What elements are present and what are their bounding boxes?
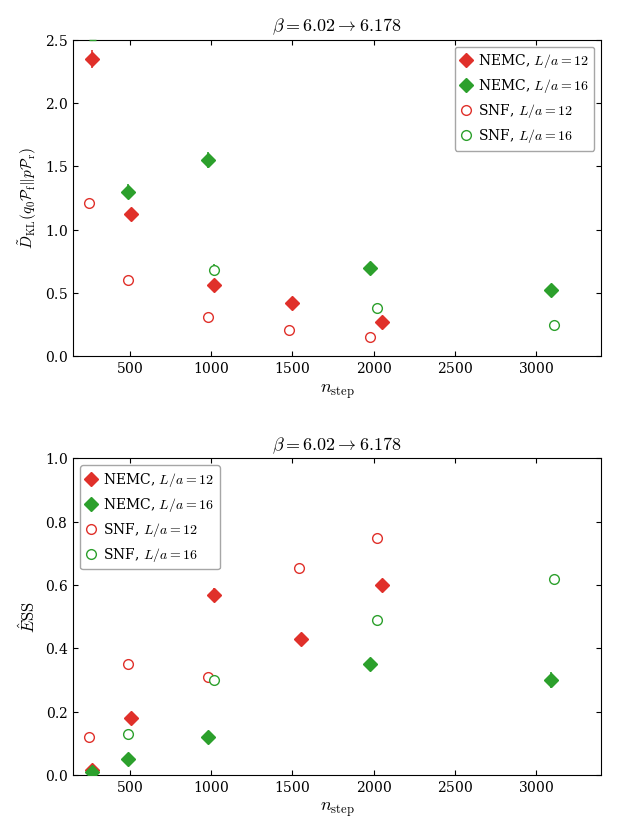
Line: NEMC, $L/a = 12$: NEMC, $L/a = 12$ xyxy=(88,580,387,775)
SNF, $L/a = 12$ xyxy=(124,275,132,285)
NEMC, $L/a = 12$ xyxy=(378,580,386,590)
NEMC, $L/a = 12$ xyxy=(378,317,386,327)
SNF, $L/a = 12$ xyxy=(286,324,293,334)
NEMC, $L/a = 16$ xyxy=(204,732,211,742)
NEMC, $L/a = 12$ xyxy=(297,634,304,644)
X-axis label: $n_{\mathrm{step}}$: $n_{\mathrm{step}}$ xyxy=(320,800,355,819)
SNF, $L/a = 12$ xyxy=(204,312,211,322)
NEMC, $L/a = 12$ xyxy=(128,713,135,723)
SNF, $L/a = 12$ xyxy=(373,533,381,543)
Legend: NEMC, $L/a = 12$, NEMC, $L/a = 16$, SNF, $L/a = 12$, SNF, $L/a = 16$: NEMC, $L/a = 12$, NEMC, $L/a = 16$, SNF,… xyxy=(455,47,595,150)
Title: $\beta = 6.02 \rightarrow 6.178$: $\beta = 6.02 \rightarrow 6.178$ xyxy=(273,17,402,37)
Title: $\beta = 6.02 \rightarrow 6.178$: $\beta = 6.02 \rightarrow 6.178$ xyxy=(273,436,402,456)
Line: NEMC, $L/a = 16$: NEMC, $L/a = 16$ xyxy=(124,660,556,764)
Line: SNF, $L/a = 16$: SNF, $L/a = 16$ xyxy=(124,573,559,739)
NEMC, $L/a = 16$ xyxy=(124,186,132,196)
NEMC, $L/a = 12$ xyxy=(211,280,218,290)
NEMC, $L/a = 16$ xyxy=(366,263,374,273)
Y-axis label: $\hat{E}\mathrm{SS}$: $\hat{E}\mathrm{SS}$ xyxy=(18,601,39,633)
SNF, $L/a = 16$ xyxy=(211,675,218,685)
SNF, $L/a = 12$ xyxy=(366,332,374,342)
NEMC, $L/a = 16$ xyxy=(547,285,554,295)
NEMC, $L/a = 12$ xyxy=(128,210,135,220)
SNF, $L/a = 12$ xyxy=(85,732,93,742)
SNF, $L/a = 16$ xyxy=(551,573,558,584)
SNF, $L/a = 12$ xyxy=(85,198,93,208)
NEMC, $L/a = 16$ xyxy=(366,659,374,669)
SNF, $L/a = 16$ xyxy=(373,303,381,314)
Line: SNF, $L/a = 12$: SNF, $L/a = 12$ xyxy=(84,198,375,342)
SNF, $L/a = 12$ xyxy=(204,672,211,682)
SNF, $L/a = 16$ xyxy=(551,319,558,329)
NEMC, $L/a = 16$ xyxy=(547,675,554,685)
NEMC, $L/a = 16$ xyxy=(124,754,132,764)
Line: SNF, $L/a = 12$: SNF, $L/a = 12$ xyxy=(84,533,382,742)
NEMC, $L/a = 16$ xyxy=(204,155,211,165)
X-axis label: $n_{\mathrm{step}}$: $n_{\mathrm{step}}$ xyxy=(320,382,355,400)
Line: NEMC, $L/a = 16$: NEMC, $L/a = 16$ xyxy=(124,155,556,295)
SNF, $L/a = 12$ xyxy=(295,563,303,573)
Line: SNF, $L/a = 16$: SNF, $L/a = 16$ xyxy=(210,265,559,329)
SNF, $L/a = 16$ xyxy=(124,729,132,739)
Line: NEMC, $L/a = 12$: NEMC, $L/a = 12$ xyxy=(88,54,387,327)
NEMC, $L/a = 12$ xyxy=(89,54,96,64)
SNF, $L/a = 12$ xyxy=(124,659,132,669)
NEMC, $L/a = 12$ xyxy=(289,298,296,308)
Y-axis label: $\tilde{D}_{\mathrm{KL}}(q_0\mathcal{P}_{\mathrm{f}}\|p\mathcal{P}_{\mathrm{r}}): $\tilde{D}_{\mathrm{KL}}(q_0\mathcal{P}_… xyxy=(17,147,40,249)
NEMC, $L/a = 12$ xyxy=(89,765,96,775)
Legend: NEMC, $L/a = 12$, NEMC, $L/a = 16$, SNF, $L/a = 12$, SNF, $L/a = 16$: NEMC, $L/a = 12$, NEMC, $L/a = 16$, SNF,… xyxy=(80,466,219,569)
SNF, $L/a = 16$ xyxy=(373,614,381,624)
NEMC, $L/a = 12$ xyxy=(211,589,218,599)
SNF, $L/a = 16$ xyxy=(211,265,218,275)
